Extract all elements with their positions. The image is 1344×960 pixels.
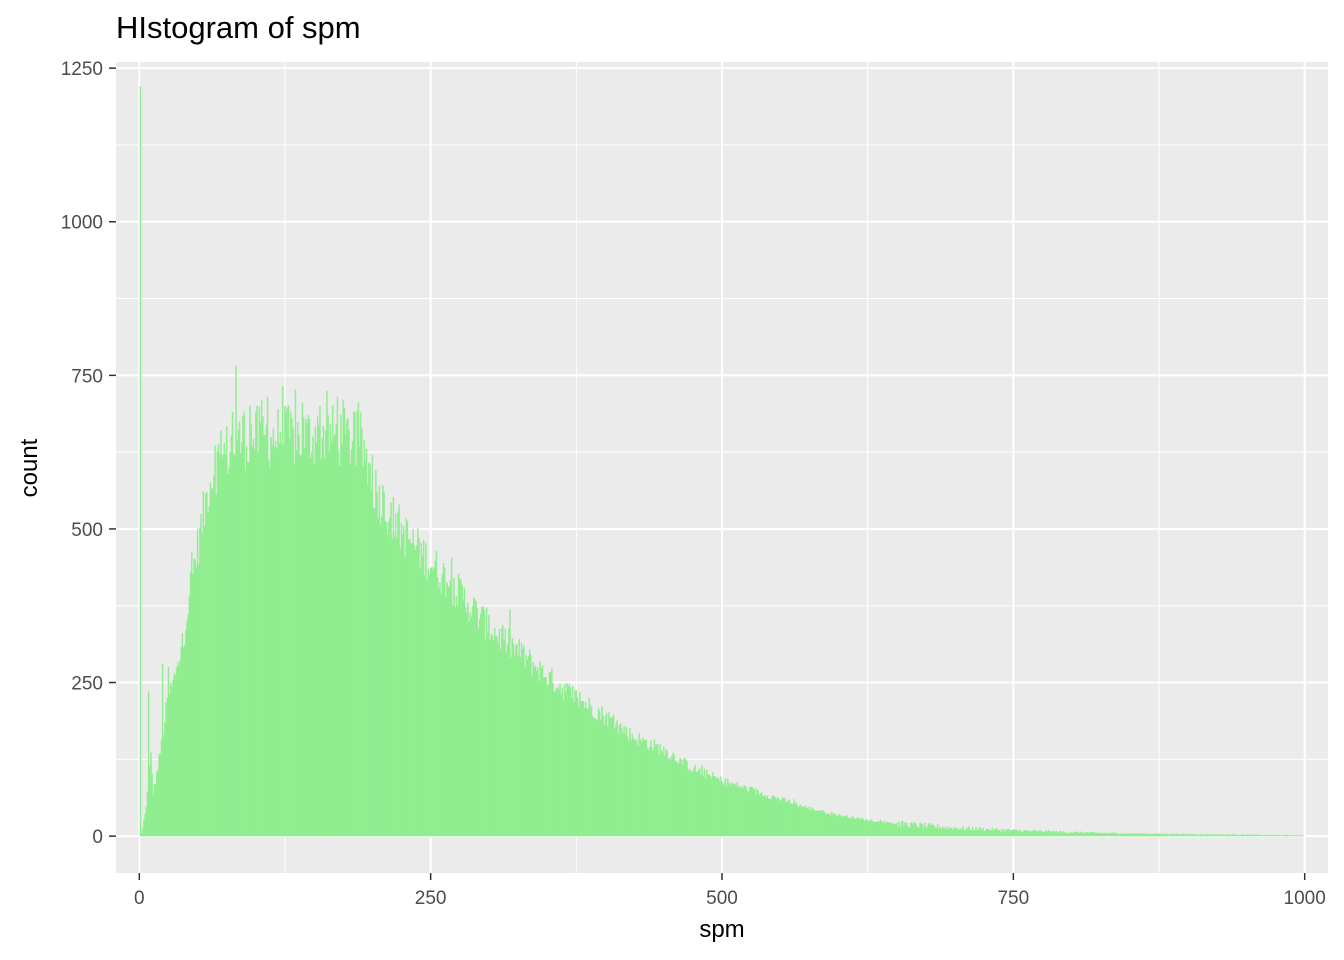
- chart-title: HIstogram of spm: [116, 10, 361, 45]
- y-tick-label: 0: [92, 827, 103, 848]
- x-axis-title: spm: [699, 916, 745, 943]
- y-tick-label: 1250: [61, 59, 103, 80]
- x-tick-label: 250: [415, 888, 447, 909]
- y-axis: 0 250 500 750 1000 1250: [61, 59, 116, 848]
- histogram-bars: [139, 86, 1305, 837]
- y-tick-label: 250: [71, 674, 103, 695]
- x-tick-label: 750: [997, 888, 1029, 909]
- y-tick-label: 500: [71, 520, 103, 541]
- x-tick-label: 0: [134, 888, 145, 909]
- y-tick-label: 750: [71, 366, 103, 387]
- x-tick-label: 500: [706, 888, 738, 909]
- y-tick-label: 1000: [61, 213, 103, 234]
- x-axis: 0 250 500 750 1000: [134, 873, 1326, 909]
- x-tick-label: 1000: [1284, 888, 1326, 909]
